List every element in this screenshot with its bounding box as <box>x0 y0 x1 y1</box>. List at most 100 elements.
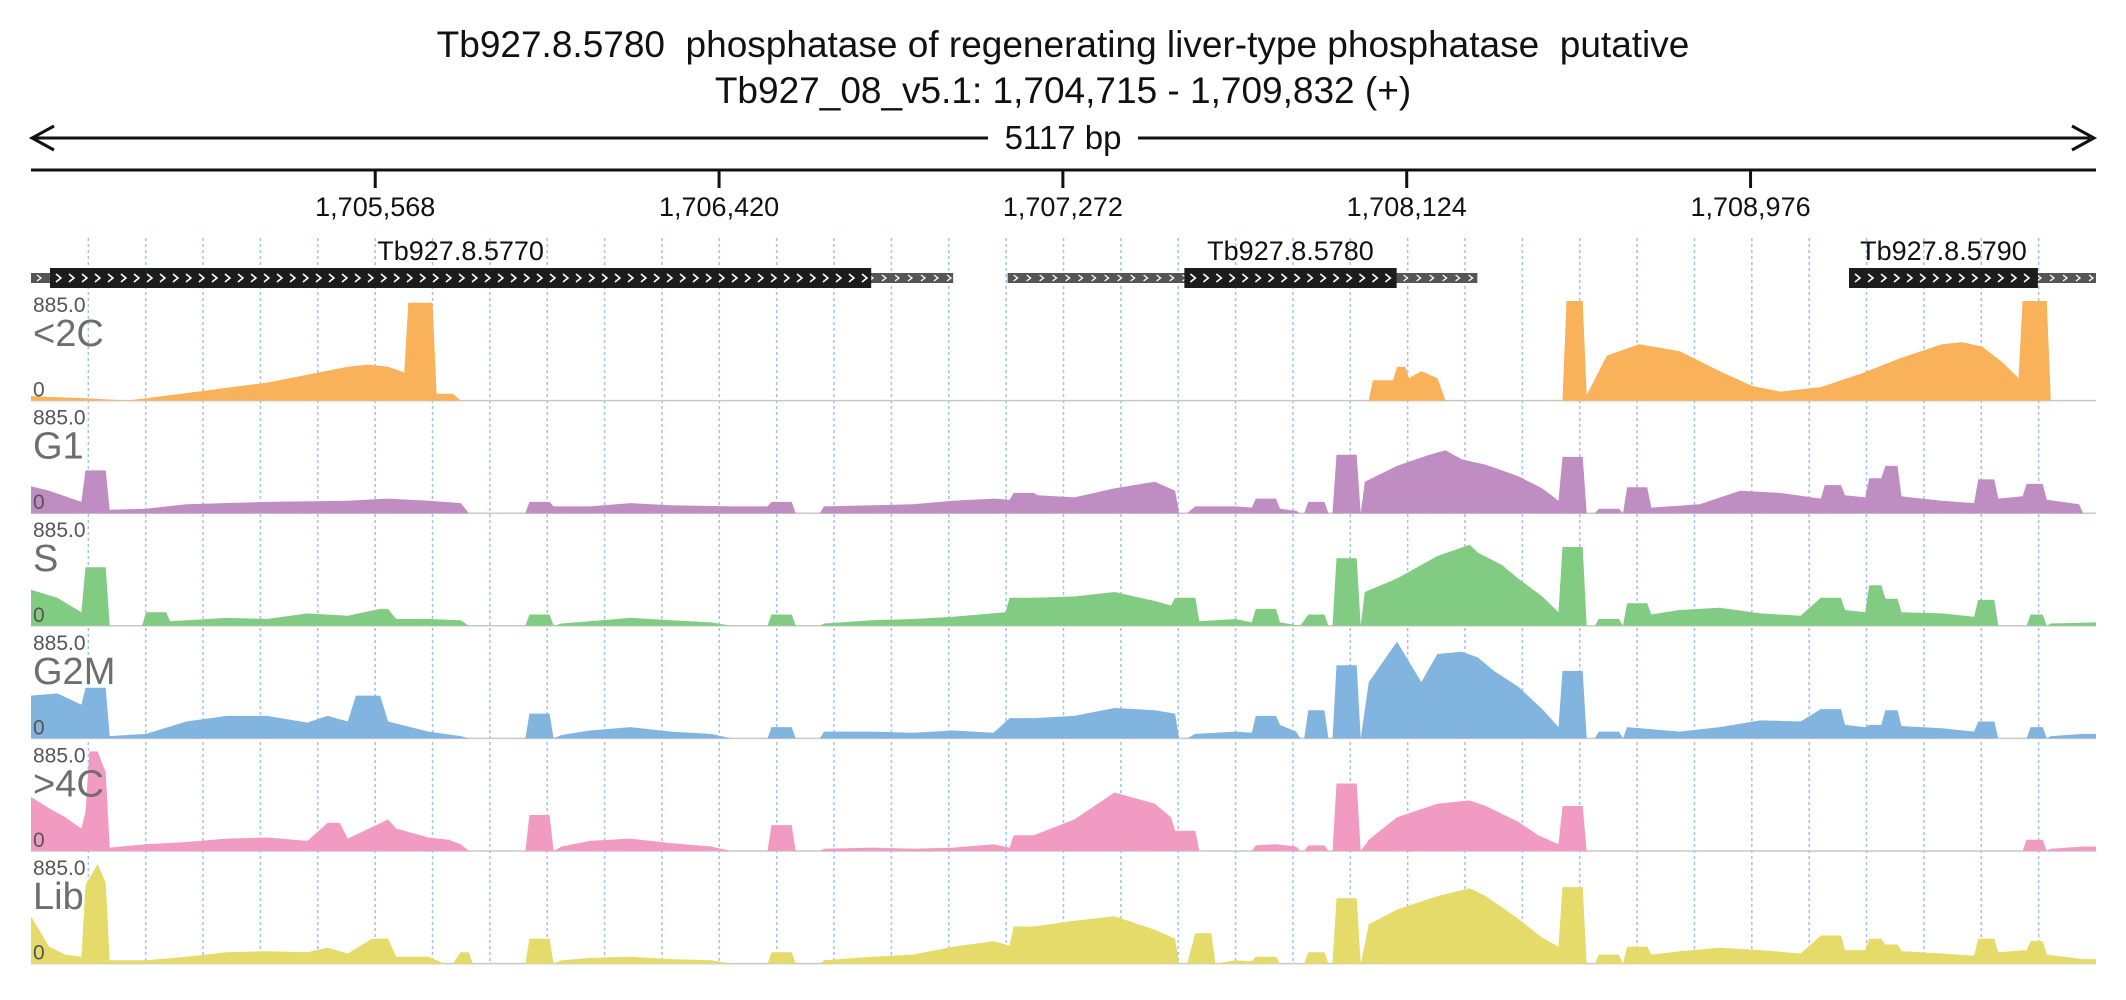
span-arrow-left-icon <box>28 124 55 152</box>
strand-arrow-icon <box>679 273 687 283</box>
strand-arrow-icon <box>1228 273 1236 283</box>
strand-arrow-icon <box>1091 274 1097 282</box>
gene-cds <box>49 268 872 288</box>
strand-arrow-icon <box>1039 274 1045 282</box>
strand-arrow-icon <box>55 273 63 283</box>
ruler-tick-label: 1,708,124 <box>1347 192 1467 222</box>
y-max-label: 885.0 <box>33 519 86 542</box>
strand-arrow-icon <box>894 274 901 282</box>
strand-arrow-icon <box>1906 273 1914 283</box>
strand-arrow-icon <box>302 273 310 283</box>
strand-arrow-icon <box>835 273 843 283</box>
strand-arrow-icon <box>185 273 193 283</box>
strand-arrow-icon <box>237 273 245 283</box>
strand-arrow-icon <box>1880 273 1888 283</box>
y-min-label: 0 <box>33 716 45 739</box>
y-max-label: 885.0 <box>33 294 86 317</box>
track-label: G1 <box>33 426 84 468</box>
strand-arrow-icon <box>653 273 661 283</box>
strand-arrow-icon <box>159 273 167 283</box>
coverage-area <box>31 864 2096 964</box>
y-max-label: 885.0 <box>33 744 86 767</box>
strand-arrow-icon <box>848 273 856 283</box>
strand-arrow-icon <box>1143 274 1149 282</box>
gene-label: Tb927.8.5770 <box>377 236 544 266</box>
y-max-label: 885.0 <box>33 407 86 430</box>
gene-label: Tb927.8.5790 <box>1860 236 2027 266</box>
strand-arrow-icon <box>107 273 115 283</box>
ruler-tick-label: 1,708,976 <box>1690 192 1810 222</box>
strand-arrow-icon <box>354 273 362 283</box>
strand-arrow-icon <box>1189 273 1197 283</box>
strand-arrow-icon <box>1254 273 1262 283</box>
strand-arrow-icon <box>1945 273 1953 283</box>
strand-arrow-icon <box>1130 274 1136 282</box>
gene-cds <box>1849 268 2038 288</box>
strand-arrow-icon <box>1280 273 1288 283</box>
strand-arrow-icon <box>1078 274 1084 282</box>
strand-arrow-icon <box>458 273 466 283</box>
track-g1: 885.0G1 0 <box>31 407 2096 514</box>
track-4c: 885.0>4C 0 <box>31 744 2096 852</box>
strand-arrow-icon <box>172 273 180 283</box>
y-min-label: 0 <box>33 604 45 627</box>
gene-tb927-8-5790: Tb927.8.5790 <box>1849 236 2096 288</box>
strand-arrow-icon <box>718 273 726 283</box>
strand-arrow-icon <box>2049 274 2056 282</box>
strand-arrow-icon <box>1958 273 1966 283</box>
strand-arrow-icon <box>809 273 817 283</box>
strand-arrow-icon <box>1932 273 1940 283</box>
gene-tb927-8-5780: Tb927.8.5780 <box>1007 236 1478 288</box>
strand-arrow-icon <box>341 273 349 283</box>
track-label: >4C <box>33 763 104 805</box>
strand-arrow-icon <box>1202 273 1210 283</box>
strand-arrow-icon <box>315 273 323 283</box>
strand-arrow-icon <box>588 273 596 283</box>
span-label-bg <box>988 120 1138 156</box>
strand-arrow-icon <box>1052 274 1058 282</box>
strand-arrow-icon <box>601 273 609 283</box>
strand-arrow-icon <box>1013 274 1019 282</box>
strand-arrow-icon <box>1997 273 2005 283</box>
y-min-label: 0 <box>33 379 45 402</box>
strand-arrow-icon <box>276 273 284 283</box>
strand-arrow-icon <box>2036 274 2043 282</box>
track-label: <2C <box>33 313 104 355</box>
strand-arrow-icon <box>211 273 219 283</box>
strand-arrow-icon <box>1319 273 1327 283</box>
coverage-area <box>31 641 2096 739</box>
strand-arrow-icon <box>666 273 674 283</box>
strand-arrow-icon <box>1854 273 1862 283</box>
strand-arrow-icon <box>744 273 752 283</box>
strand-arrow-icon <box>881 274 888 282</box>
y-max-label: 885.0 <box>33 857 86 880</box>
strand-arrow-icon <box>2010 273 2018 283</box>
strand-arrow-icon <box>1893 273 1901 283</box>
coverage-area <box>31 450 2096 514</box>
strand-arrow-icon <box>1429 274 1435 282</box>
y-min-label: 0 <box>33 829 45 852</box>
strand-arrow-icon <box>263 273 271 283</box>
strand-arrow-icon <box>770 273 778 283</box>
strand-arrow-icon <box>1919 273 1927 283</box>
strand-arrow-icon <box>933 274 940 282</box>
strand-arrow-icon <box>1332 273 1340 283</box>
ruler-tick-label: 1,707,272 <box>1003 192 1123 222</box>
strand-arrow-icon <box>523 273 531 283</box>
strand-arrow-icon <box>1215 273 1223 283</box>
strand-arrow-icon <box>731 273 739 283</box>
strand-arrow-icon <box>1117 274 1123 282</box>
strand-arrow-icon <box>861 273 869 283</box>
strand-arrow-icon <box>1156 274 1162 282</box>
strand-arrow-icon <box>1384 273 1392 283</box>
strand-arrow-icon <box>549 273 557 283</box>
strand-arrow-icon <box>419 273 427 283</box>
strand-arrow-icon <box>1345 273 1353 283</box>
strand-arrow-icon <box>1306 273 1314 283</box>
gene-label: Tb927.8.5780 <box>1207 236 1374 266</box>
strand-arrow-icon <box>2075 274 2082 282</box>
ruler-tick-label: 1,706,420 <box>659 192 779 222</box>
strand-arrow-icon <box>757 273 765 283</box>
